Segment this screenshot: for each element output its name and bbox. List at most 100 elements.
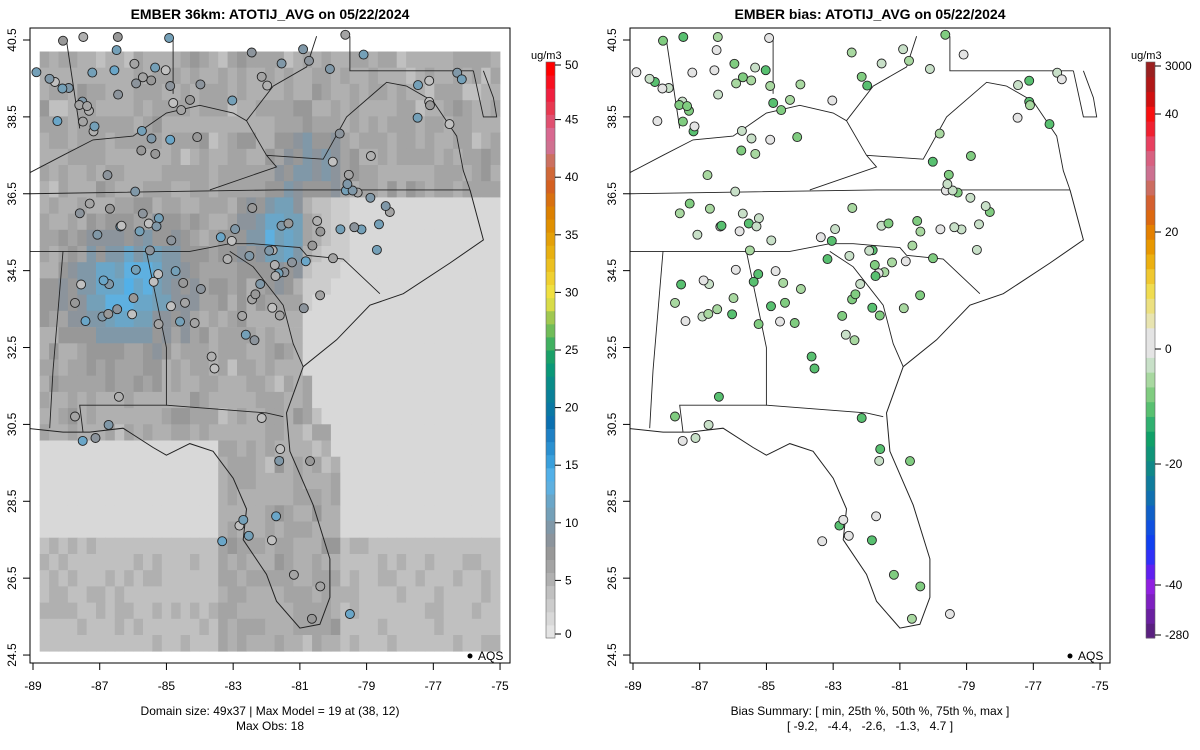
grid-cell [180,586,191,603]
aqs-site-marker [365,192,376,203]
grid-cell [453,570,463,587]
grid-cell [124,229,134,247]
grid-cell [86,181,97,198]
grid-cell [424,132,435,150]
grid-cell [39,602,50,620]
aqs-site-marker [165,134,176,145]
grid-cell [255,635,266,652]
colorbar-swatch [546,598,555,613]
aqs-site-marker [52,116,63,127]
grid-cell [340,327,351,344]
grid-cell [96,505,106,522]
grid-cell [406,635,416,652]
grid-cell [490,229,501,247]
grid-cell [133,100,144,117]
grid-cell [443,343,454,360]
grid-cell [265,570,275,587]
grid-cell [283,440,294,458]
grid-cell [152,343,163,360]
grid-cell [377,424,388,441]
grid-cell [77,197,88,214]
grid-cell [490,456,501,474]
grid-cell [490,246,501,263]
grid-cell [340,246,351,263]
grid-cell [302,262,313,279]
grid-cell [237,181,247,198]
grid-cell [490,197,501,214]
grid-cell [199,521,210,539]
grid-cell [312,521,322,539]
grid-cell [152,505,163,522]
grid-cell [453,440,463,458]
grid-cell [490,278,501,295]
grid-cell [49,424,59,441]
aqs-site-marker [153,213,164,224]
x-tick-label: -75 [1091,679,1109,693]
grid-cell [434,489,445,506]
grid-cell [434,229,445,247]
aqs-site-marker [737,208,748,219]
grid-cell [49,83,59,101]
aqs-site-marker [736,145,747,156]
grid-cell [387,116,398,133]
grid-cell [171,635,181,652]
aqs-site-marker [940,29,951,40]
aqs-site-marker [674,208,685,219]
aqs-site-marker [875,444,886,455]
aqs-site-marker [730,186,741,197]
grid-cell [237,537,247,555]
grid-cell [124,100,134,117]
grid-cell [274,602,285,620]
aqs-site-marker [737,72,748,83]
grid-cell [237,213,247,231]
aqs-site-marker [136,125,147,136]
grid-cell [321,440,332,458]
grid-cell [171,456,181,474]
grid-cell [133,148,144,166]
aqs-site-marker [874,455,885,466]
grid-cell [443,521,454,539]
grid-cell [396,343,407,360]
grid-cell [133,116,144,133]
grid-cell [255,262,266,279]
grid-cell [67,278,78,295]
grid-cell [67,327,78,344]
grid-cell [227,391,238,409]
grid-cell [349,456,360,474]
grid-cell [190,51,200,69]
grid-cell [180,375,191,393]
grid-cell [274,375,285,393]
grid-cell [180,83,191,101]
grid-cell [58,148,69,166]
grid-cell [359,197,369,214]
grid-cell [462,537,473,555]
grid-cell [424,310,435,328]
aqs-site-marker [70,297,80,308]
grid-cell [208,181,219,198]
grid-cell [171,359,181,377]
grid-cell [471,635,482,652]
x-tick-label: -83 [224,679,242,693]
grid-cell [152,116,163,133]
aqs-site-marker [276,58,287,69]
grid-cell [406,67,416,85]
grid-cell [471,246,482,263]
grid-cell [96,197,106,214]
grid-cell [349,278,360,295]
aqs-site-marker [178,277,189,288]
grid-cell [265,67,275,85]
grid-cell [481,618,491,636]
grid-cell [67,635,78,652]
aqs-site-marker [907,240,918,251]
aqs-site-marker [888,569,899,580]
grid-cell [105,618,116,636]
grid-cell [283,472,294,490]
grid-cell [227,635,238,652]
grid-cell [152,440,163,458]
grid-cell [96,100,106,117]
grid-cell [424,165,435,182]
grid-cell [67,213,78,231]
y-tick-label: 38.5 [605,105,619,129]
grid-cell [39,181,50,198]
grid-cell [293,278,304,295]
